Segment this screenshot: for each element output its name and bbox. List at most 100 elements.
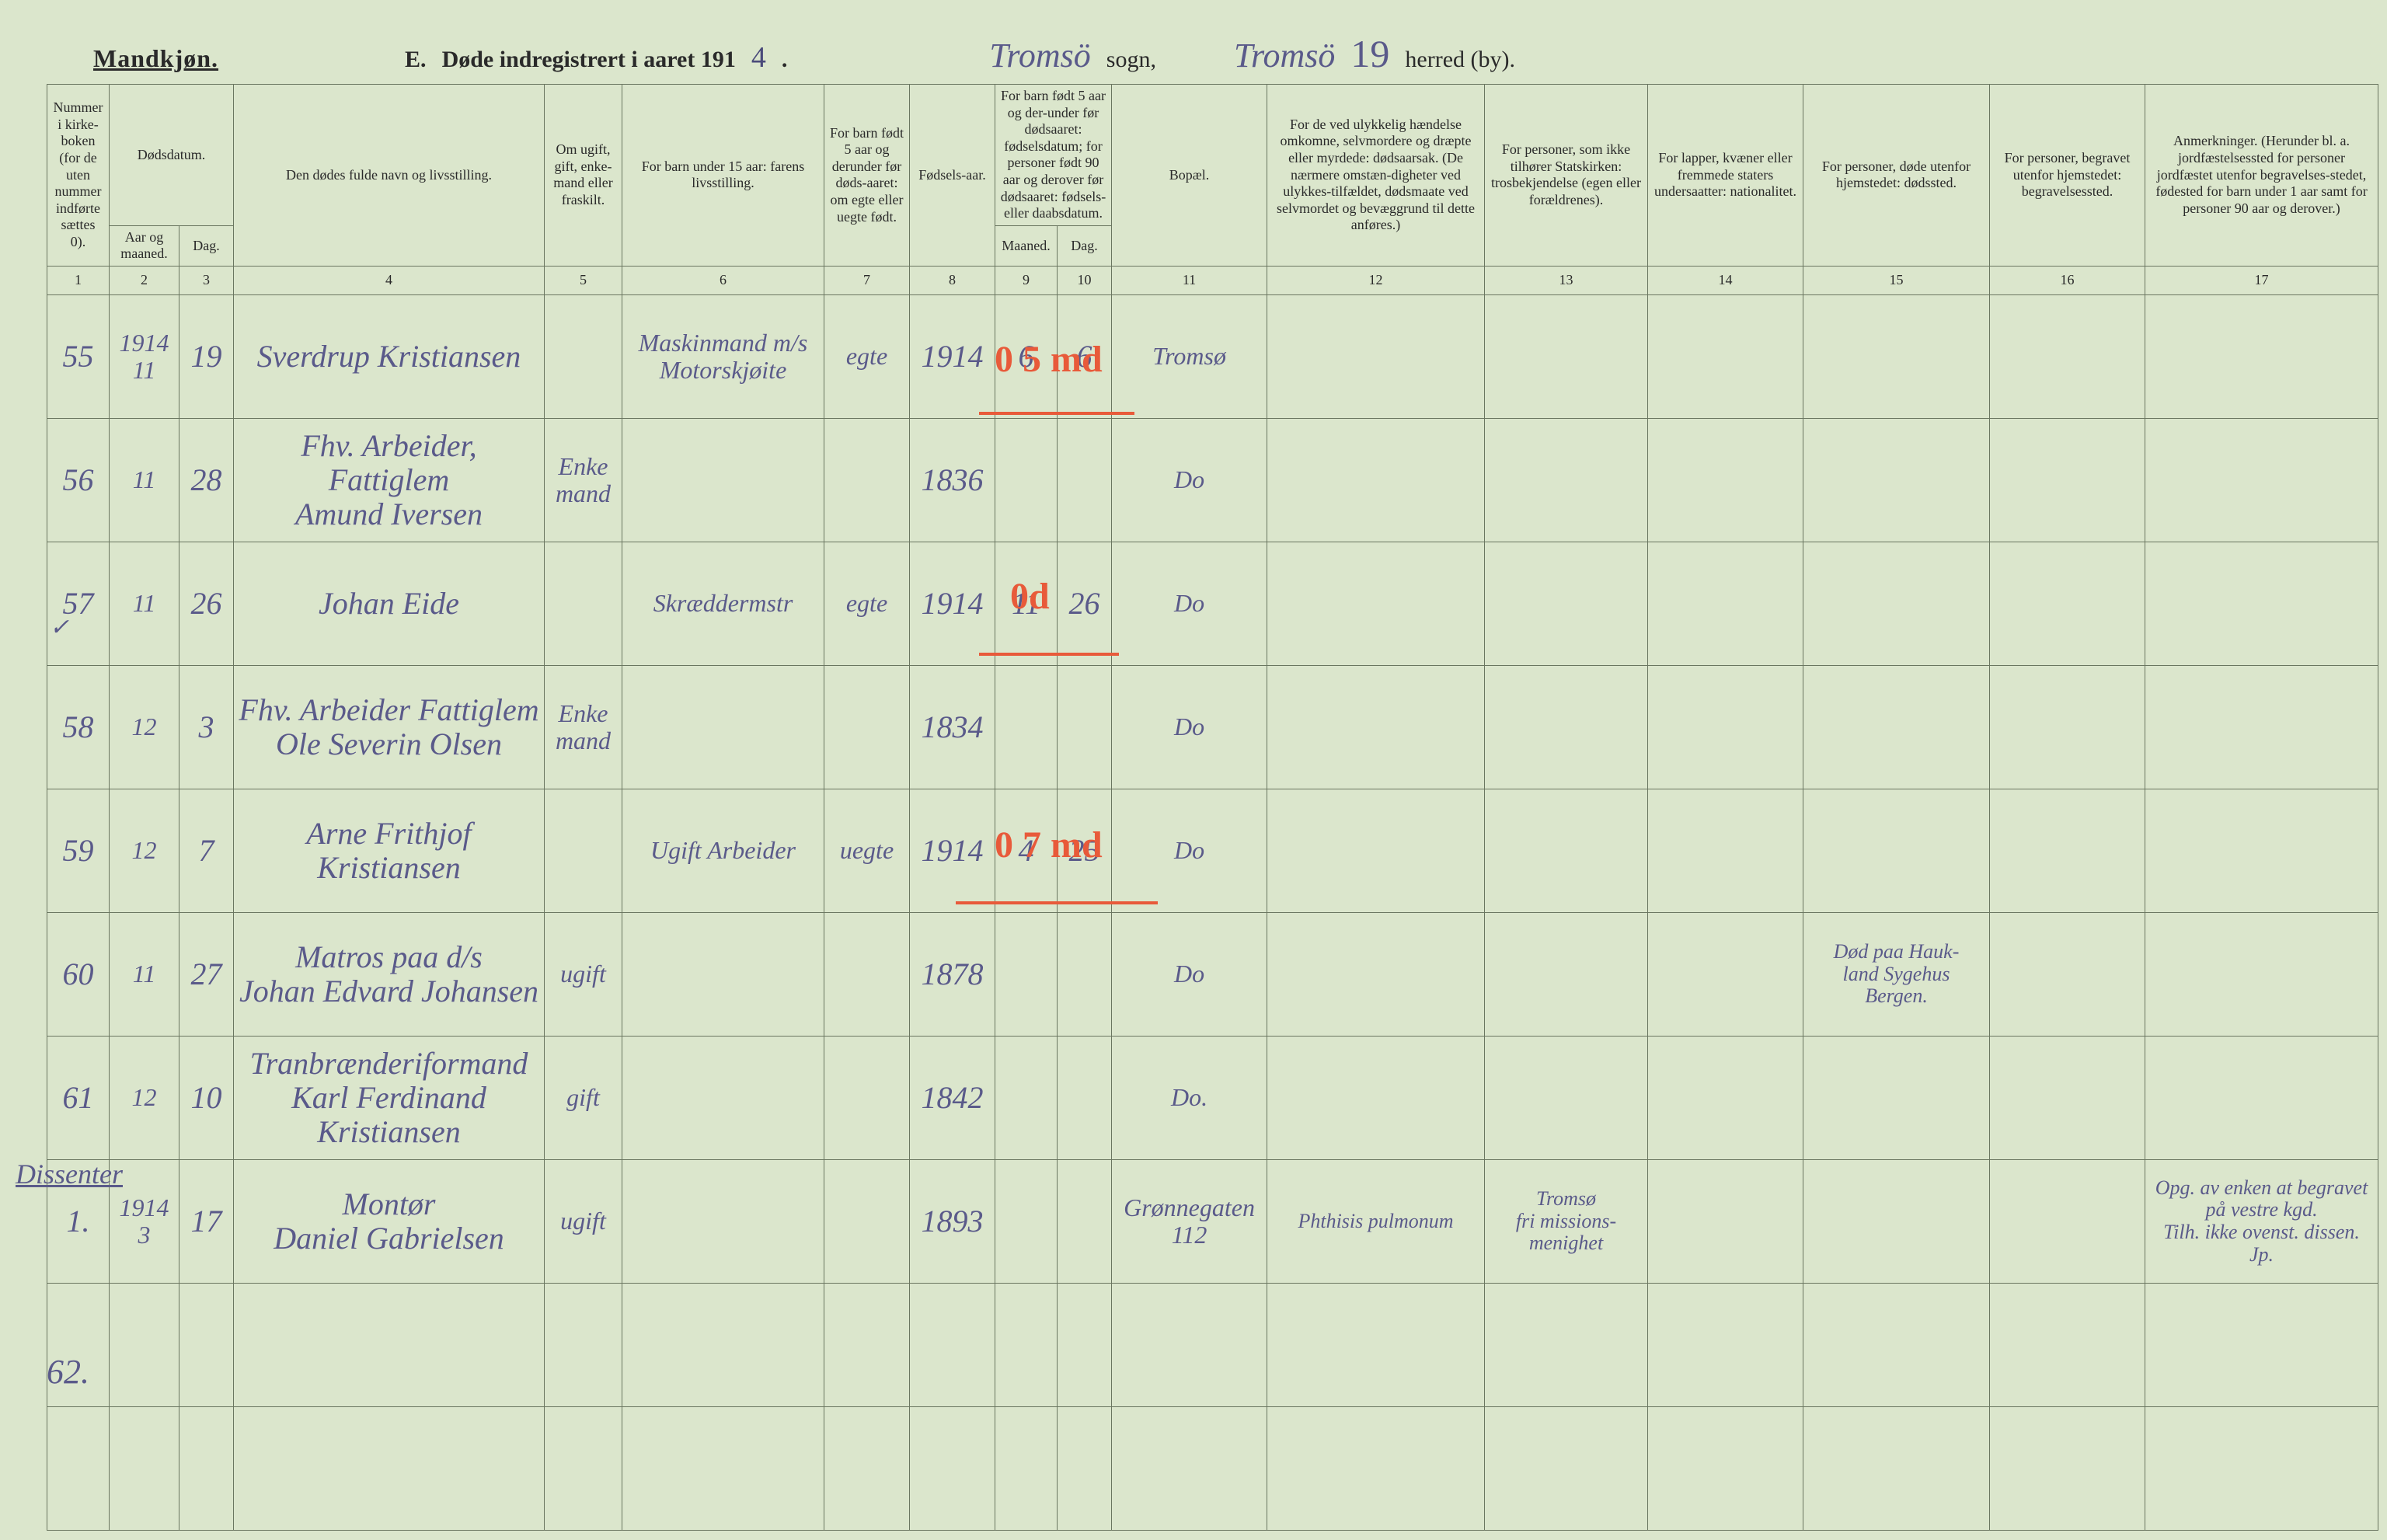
cell-empty [910,1406,995,1530]
col-number: 4 [234,266,545,294]
cell-birth: 1914 [910,294,995,418]
cell-empty [1990,1283,2145,1406]
cell-empty [179,1406,234,1530]
cell-day: 19 [179,294,234,418]
table-row-empty [47,1406,2378,1530]
col-17-header: Anmerkninger. (Herunder bl. a. jordfæste… [2145,85,2378,267]
cell-empty [1648,1406,1803,1530]
column-number-row: 1234567891011121314151617 [47,266,2378,294]
herred-hand: Tromsö [1234,36,1335,75]
page-header: Mandkjøn. E. Døde indregistrert i aaret … [47,31,2340,76]
cell-num: 60 [47,912,110,1036]
cell-empty [995,1406,1058,1530]
cell-c15 [1803,665,1990,789]
col-1-header: Nummer i kirke-boken (for de uten nummer… [47,85,110,267]
col-2b-header: Dag. [179,225,234,266]
cell-empty [824,1283,910,1406]
cell-bm: 4 [995,789,1058,912]
cell-empty [824,1406,910,1530]
cell-num: 58 [47,665,110,789]
col-9-top: For barn født 5 aar og der-under før død… [995,85,1112,226]
title-text: Døde indregistrert i aaret 191 [442,47,736,73]
cell-day: 10 [179,1036,234,1159]
cell-father [622,665,824,789]
cell-name: Matros paa d/sJohan Edvard Johansen [234,912,545,1036]
cell-c14 [1648,665,1803,789]
cell-c12 [1267,418,1485,542]
cell-birth: 1914 [910,789,995,912]
cell-bm [995,418,1058,542]
cell-bm [995,912,1058,1036]
cell-c16 [1990,789,2145,912]
cell-empty [995,1283,1058,1406]
cell-c14 [1648,542,1803,665]
cell-name: Arne Frithjof Kristiansen [234,789,545,912]
cell-status [545,789,622,912]
cell-c17 [2145,418,2378,542]
cell-bd [1058,912,1112,1036]
cell-home: Do. [1112,1036,1267,1159]
cell-c16 [1990,418,2145,542]
cell-c13: Tromsøfri missions-menighet [1485,1159,1648,1283]
cell-bm: 6 [995,294,1058,418]
cell-yr: 12 [110,1036,179,1159]
col-7-header: For barn født 5 aar og derunder før døds… [824,85,910,267]
cell-legit [824,665,910,789]
check-mark: ✓ [50,614,69,641]
year-suffix: 4 [751,40,766,75]
cell-bd: 6 [1058,294,1112,418]
cell-legit [824,418,910,542]
table-row-empty [47,1283,2378,1406]
cell-birth: 1914 [910,542,995,665]
cell-c14 [1648,1159,1803,1283]
cell-father [622,1036,824,1159]
cell-c17 [2145,665,2378,789]
col-2-top: Dødsdatum. [110,85,234,226]
cell-c12 [1267,542,1485,665]
cell-empty [47,1406,110,1530]
cell-c16 [1990,294,2145,418]
title-prefix: E. [405,47,427,73]
cell-empty [1112,1406,1267,1530]
cell-day: 27 [179,912,234,1036]
cell-num: 61 [47,1036,110,1159]
cell-c14 [1648,1036,1803,1159]
cell-c12 [1267,789,1485,912]
cell-father [622,1159,824,1283]
cell-day: 7 [179,789,234,912]
cell-bd [1058,418,1112,542]
col-5-header: Om ugift, gift, enke-mand eller fraskilt… [545,85,622,267]
cell-c12 [1267,912,1485,1036]
cell-empty [1648,1283,1803,1406]
cell-c13 [1485,418,1648,542]
col-16-header: For personer, begravet utenfor hjemstede… [1990,85,2145,267]
col-number: 10 [1058,266,1112,294]
cell-bm [995,665,1058,789]
cell-c15 [1803,1036,1990,1159]
cell-bm [995,1159,1058,1283]
col-15-header: For personer, døde utenfor hjemstedet: d… [1803,85,1990,267]
cell-c13 [1485,542,1648,665]
cell-father: Maskinmand m/sMotorskjøite [622,294,824,418]
cell-birth: 1878 [910,912,995,1036]
col-number: 8 [910,266,995,294]
cell-empty [1267,1406,1485,1530]
cell-c16 [1990,912,2145,1036]
cell-empty [1485,1283,1648,1406]
cell-legit: egte [824,294,910,418]
col-number: 7 [824,266,910,294]
cell-c15: Død paa Hauk-land SygehusBergen. [1803,912,1990,1036]
herred-num: 19 [1350,31,1389,76]
cell-day: 26 [179,542,234,665]
gender-label: Mandkjøn. [93,44,218,73]
col-14-header: For lapper, kvæner eller fremmede stater… [1648,85,1803,267]
table-head: Nummer i kirke-boken (for de uten nummer… [47,85,2378,295]
cell-c13 [1485,1036,1648,1159]
cell-status [545,294,622,418]
table-body: 5519141119Sverdrup KristiansenMaskinmand… [47,294,2378,1530]
cell-c17: Opg. av enken at begravetpå vestre kgd.T… [2145,1159,2378,1283]
ledger-page: Mandkjøn. E. Døde indregistrert i aaret … [0,0,2387,1540]
cell-home: Do [1112,912,1267,1036]
cell-empty [1803,1406,1990,1530]
cell-c12 [1267,294,1485,418]
